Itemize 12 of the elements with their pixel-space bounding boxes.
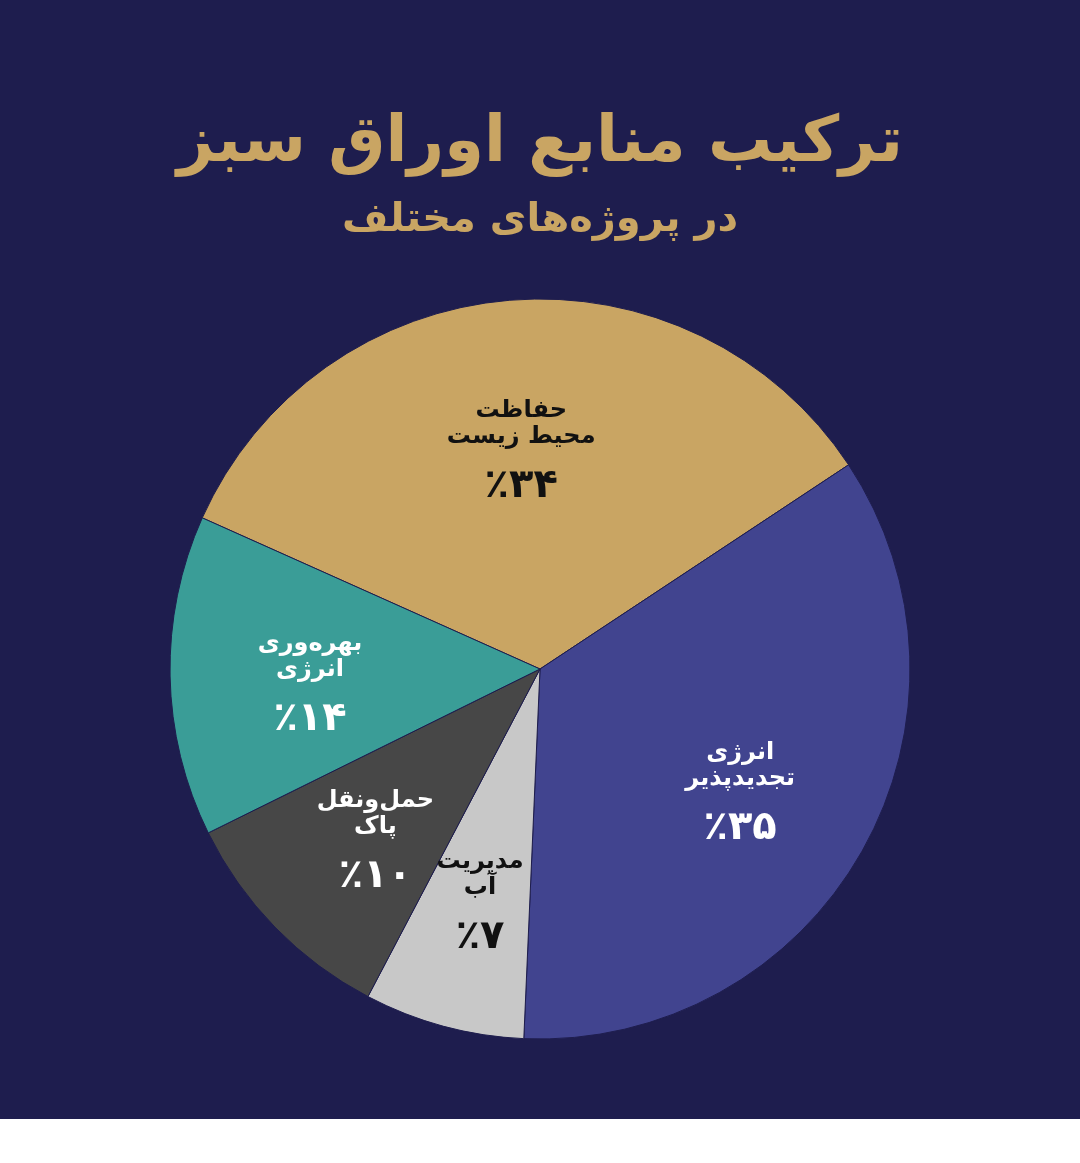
slice-label: بهره‌وری انرژی: [257, 628, 363, 683]
data-label: ٪۷: [455, 911, 505, 958]
slice-label: حمل‌ونقل پاک: [316, 784, 435, 839]
data-label: ٪۱۰: [338, 849, 412, 896]
data-label: ٪۳۵: [703, 802, 777, 849]
slice-label: انرژی تجدیدپذیر: [684, 737, 796, 792]
chart-subtitle: در پروژه‌های مختلف: [341, 194, 739, 241]
data-label: ٪۳۴: [484, 459, 558, 506]
chart-title: ترکیب منابع اوراق سبز: [174, 102, 903, 177]
data-label: ٪۱۴: [273, 693, 347, 740]
slice-label: مدیریت آب: [436, 846, 524, 901]
slice-label: حفاظت محیط زیست: [446, 394, 596, 449]
